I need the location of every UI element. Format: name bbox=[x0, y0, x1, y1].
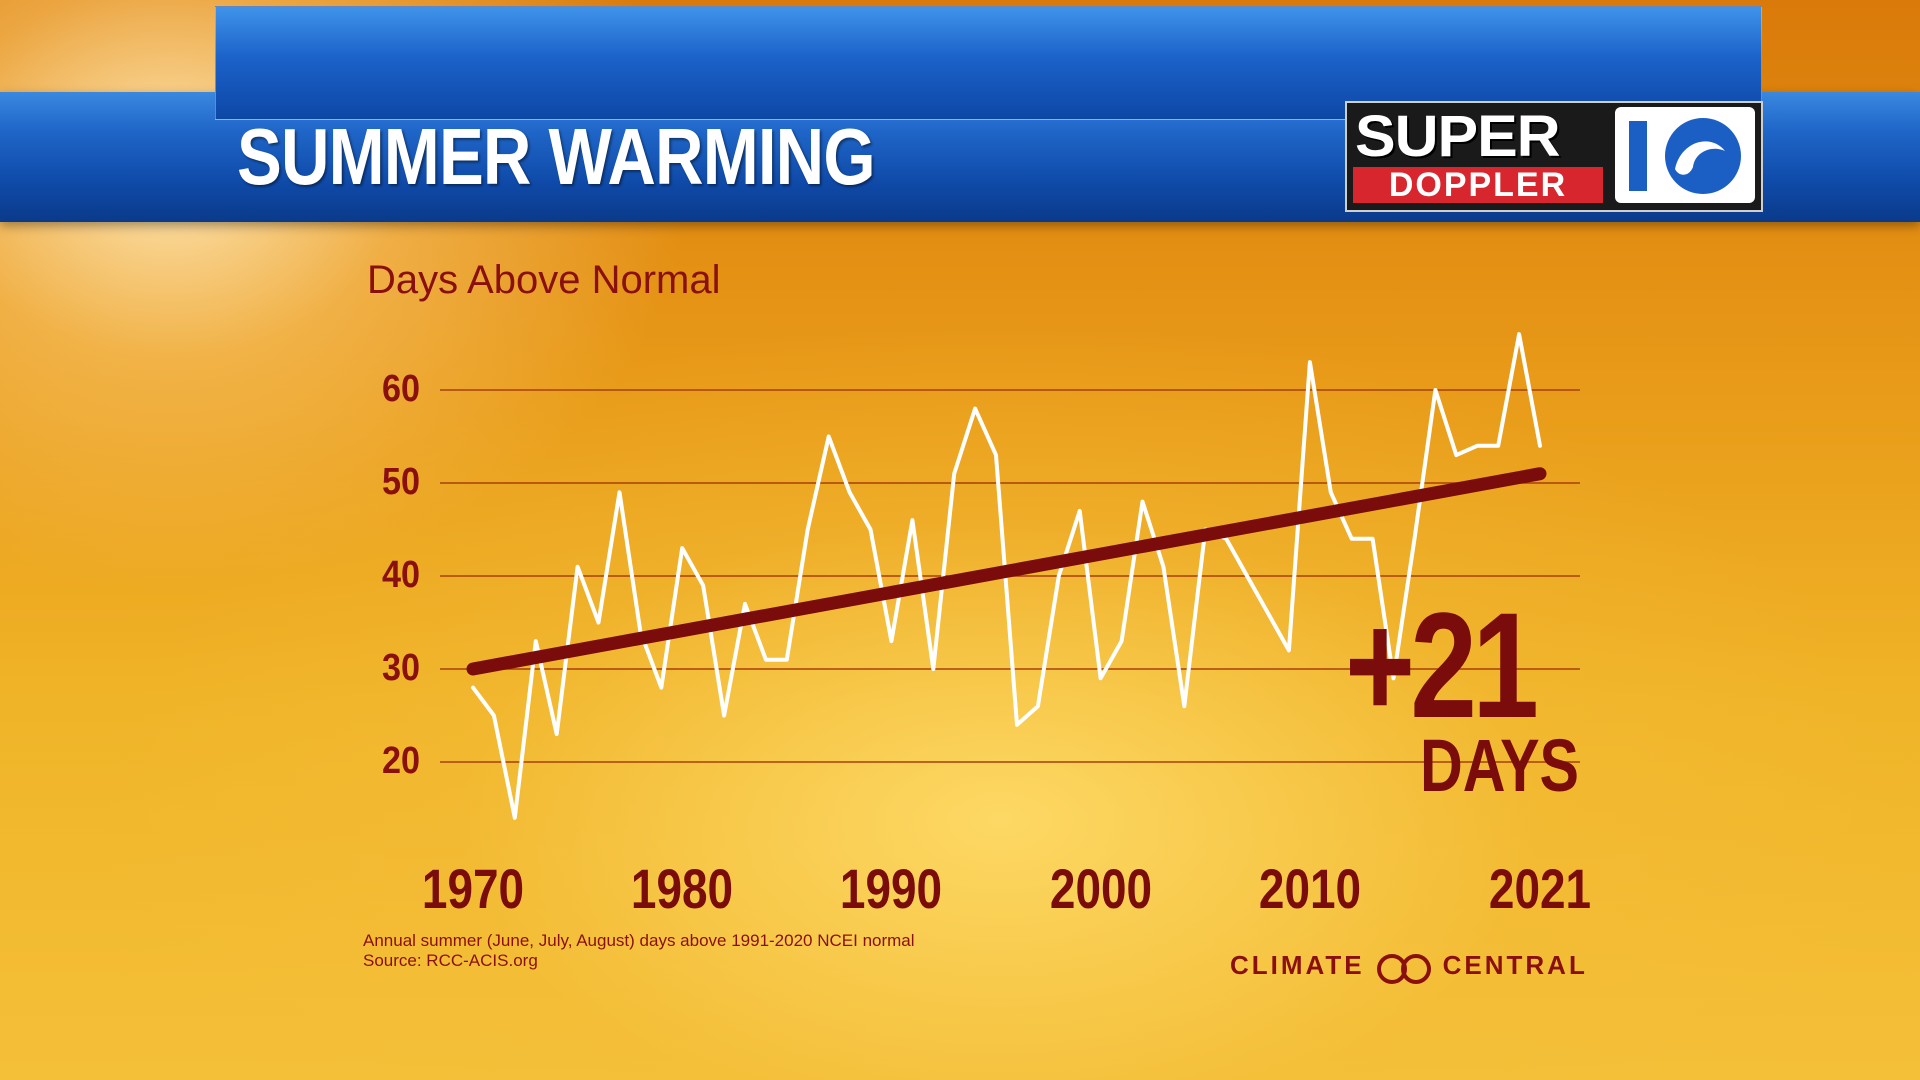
y-tick-label: 40 bbox=[381, 554, 420, 596]
logo-number-10 bbox=[1615, 107, 1755, 203]
x-tick-label: 1980 bbox=[631, 857, 734, 920]
y-tick-label: 20 bbox=[381, 740, 420, 782]
trend-line bbox=[466, 467, 1547, 676]
days-above-normal-line bbox=[471, 332, 1542, 820]
change-unit-label: DAYS bbox=[1420, 724, 1580, 807]
credit-word-central: CENTRAL bbox=[1442, 950, 1588, 980]
wave-ten-icon bbox=[1629, 118, 1741, 194]
logo-text-super: SUPER bbox=[1355, 104, 1561, 169]
x-tick-label: 2000 bbox=[1049, 857, 1152, 920]
y-tick-label: 50 bbox=[381, 461, 420, 503]
logo-text-doppler: DOPPLER bbox=[1353, 167, 1603, 203]
footnote-source: Source: RCC-ACIS.org bbox=[363, 951, 538, 970]
y-tick-label: 30 bbox=[381, 647, 420, 689]
page-title: SUMMER WARMING bbox=[237, 112, 876, 201]
x-tick-label: 2010 bbox=[1258, 857, 1361, 920]
x-tick-label: 1970 bbox=[421, 857, 525, 920]
x-tick-label: 1990 bbox=[840, 857, 943, 920]
credit-word-climate: CLIMATE bbox=[1230, 950, 1365, 980]
station-logo: SUPER DOPPLER bbox=[1345, 101, 1763, 212]
climate-central-logo: CLIMATE CENTRAL bbox=[1230, 950, 1588, 984]
x-tick-label: 2021 bbox=[1488, 857, 1592, 920]
y-tick-label: 60 bbox=[381, 368, 420, 410]
change-value-label: +21 bbox=[1345, 581, 1539, 749]
chart-footnote: Annual summer (June, July, August) days … bbox=[363, 931, 915, 971]
linked-rings-icon bbox=[1375, 952, 1433, 984]
chart-title: Days Above Normal bbox=[367, 258, 721, 302]
footnote-description: Annual summer (June, July, August) days … bbox=[363, 931, 915, 950]
